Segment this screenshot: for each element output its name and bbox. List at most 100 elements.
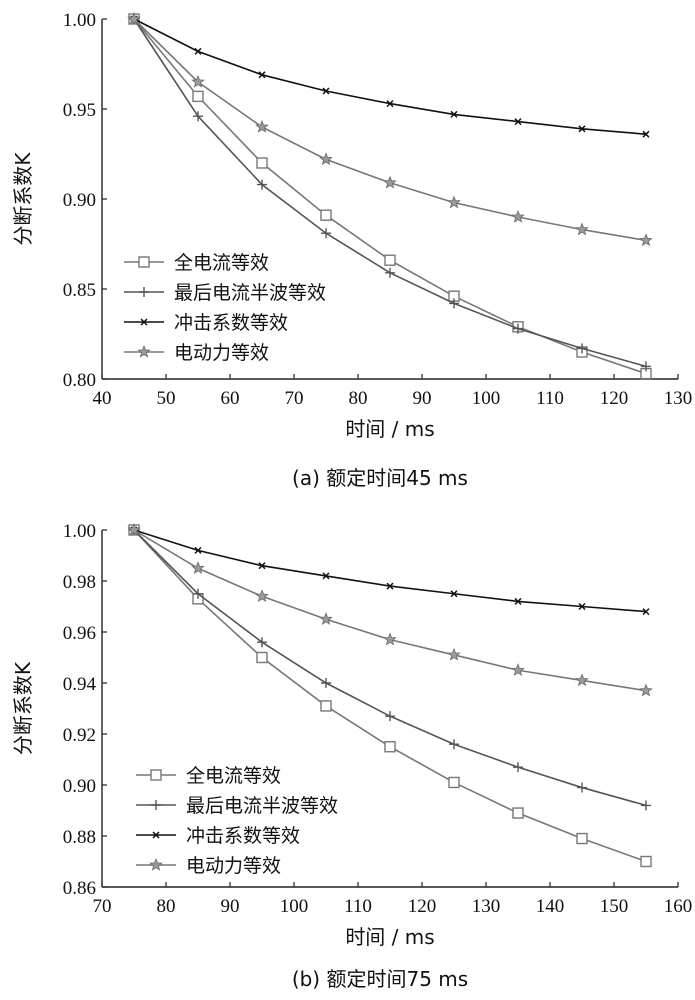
data-point-star: [127, 522, 141, 536]
data-point-square: [448, 776, 460, 789]
legend-marker-star: [149, 857, 163, 871]
data-point-plus: [449, 298, 459, 309]
x-tick-label: 160: [664, 896, 693, 917]
x-tick-label: 70: [93, 896, 112, 917]
legend-label: 最后电流半波等效: [186, 795, 338, 817]
series-3: [127, 11, 653, 247]
legend-marker-square: [138, 256, 150, 268]
data-point-plus: [385, 711, 395, 722]
data-point-x: [450, 110, 458, 118]
legend-marker-plus: [151, 800, 161, 810]
data-point-x: [194, 47, 202, 55]
legend-marker-plus: [139, 287, 149, 297]
chart-caption: (a) 额定时间45 ms: [292, 466, 468, 490]
data-point-x: [578, 125, 586, 133]
chart-caption: (b) 额定时间75 ms: [292, 967, 468, 991]
data-point-star: [255, 119, 269, 133]
x-tick-label: 110: [344, 896, 372, 917]
legend-marker-x: [140, 318, 148, 326]
data-point-plus: [449, 739, 459, 750]
x-tick-label: 90: [221, 896, 240, 917]
data-point-plus: [577, 782, 587, 793]
y-tick-label: 1.00: [63, 521, 96, 542]
legend-marker-x: [152, 831, 160, 839]
data-point-star: [383, 632, 397, 646]
x-tick-label: 150: [600, 896, 629, 917]
y-tick-label: 0.92: [63, 725, 96, 746]
x-tick-label: 100: [280, 896, 309, 917]
data-point-star: [639, 683, 653, 697]
data-point-star: [447, 195, 461, 209]
x-tick-label: 120: [408, 896, 437, 917]
data-point-plus: [321, 678, 331, 688]
x-tick-label: 80: [157, 896, 176, 917]
data-point-x: [450, 590, 458, 598]
x-tick-label: 130: [472, 896, 501, 917]
legend-label: 冲击系数等效: [174, 312, 288, 334]
legend-label: 全电流等效: [174, 252, 269, 274]
y-tick-label: 0.86: [63, 878, 96, 899]
data-point-x: [258, 562, 266, 570]
data-point-star: [383, 175, 397, 189]
legend-label: 电动力等效: [186, 855, 281, 877]
data-point-star: [639, 233, 653, 247]
data-point-square: [512, 807, 524, 819]
x-tick-label: 70: [285, 388, 304, 409]
data-point-x: [386, 582, 394, 590]
data-point-x: [194, 546, 202, 554]
data-point-square: [384, 741, 396, 753]
x-tick-label: 80: [349, 388, 368, 409]
data-point-star: [511, 663, 525, 676]
data-point-plus: [641, 800, 651, 811]
data-point-square: [320, 700, 332, 712]
data-point-star: [191, 561, 205, 574]
data-point-star: [511, 209, 525, 223]
x-tick-label: 50: [157, 388, 176, 409]
x-tick-label: 60: [221, 388, 240, 409]
series-2: [130, 526, 650, 616]
data-point-star: [447, 647, 461, 661]
y-tick-label: 0.95: [63, 100, 96, 121]
series-1: [129, 14, 651, 372]
x-axis-title: 时间 / ms: [345, 925, 434, 949]
data-point-star: [575, 673, 589, 687]
data-point-x: [578, 602, 586, 611]
data-point-x: [258, 71, 266, 79]
data-point-star: [319, 612, 333, 625]
x-tick-label: 90: [413, 388, 432, 409]
y-tick-label: 0.85: [63, 280, 96, 301]
data-point-plus: [257, 179, 267, 190]
data-point-square: [256, 157, 268, 169]
data-point-x: [514, 597, 522, 605]
data-point-plus: [385, 267, 395, 278]
chart-b: 70 80 90 100 110 120 130 140 150 160 0.86 0.88 0.90 0…: [11, 521, 692, 991]
x-tick-label: 40: [93, 388, 112, 409]
data-point-x: [386, 100, 394, 108]
y-tick-label: 0.80: [63, 370, 96, 391]
legend-label: 电动力等效: [174, 342, 269, 364]
x-axis-title: 时间 / ms: [345, 417, 434, 441]
data-point-plus: [257, 637, 267, 648]
data-point-square: [256, 651, 268, 664]
series-0: [128, 524, 652, 868]
y-axis-title: 分断系数K: [11, 152, 35, 246]
data-point-star: [191, 74, 205, 88]
series-line: [133, 18, 647, 135]
y-tick-label: 0.90: [63, 190, 96, 211]
x-tick-label: 140: [536, 896, 565, 917]
data-point-star: [127, 11, 141, 25]
legend-label: 冲击系数等效: [186, 825, 300, 847]
y-tick-label: 0.98: [63, 572, 96, 593]
data-point-square: [320, 209, 332, 221]
data-point-plus: [513, 323, 523, 334]
data-point-plus: [193, 588, 203, 599]
x-tick-label: 130: [664, 388, 693, 409]
y-tick-label: 0.96: [63, 623, 96, 644]
data-point-x: [322, 87, 330, 95]
y-tick-label: 1.00: [63, 10, 96, 31]
data-point-square: [384, 254, 396, 266]
data-point-x: [642, 130, 650, 138]
data-point-plus: [641, 361, 651, 372]
